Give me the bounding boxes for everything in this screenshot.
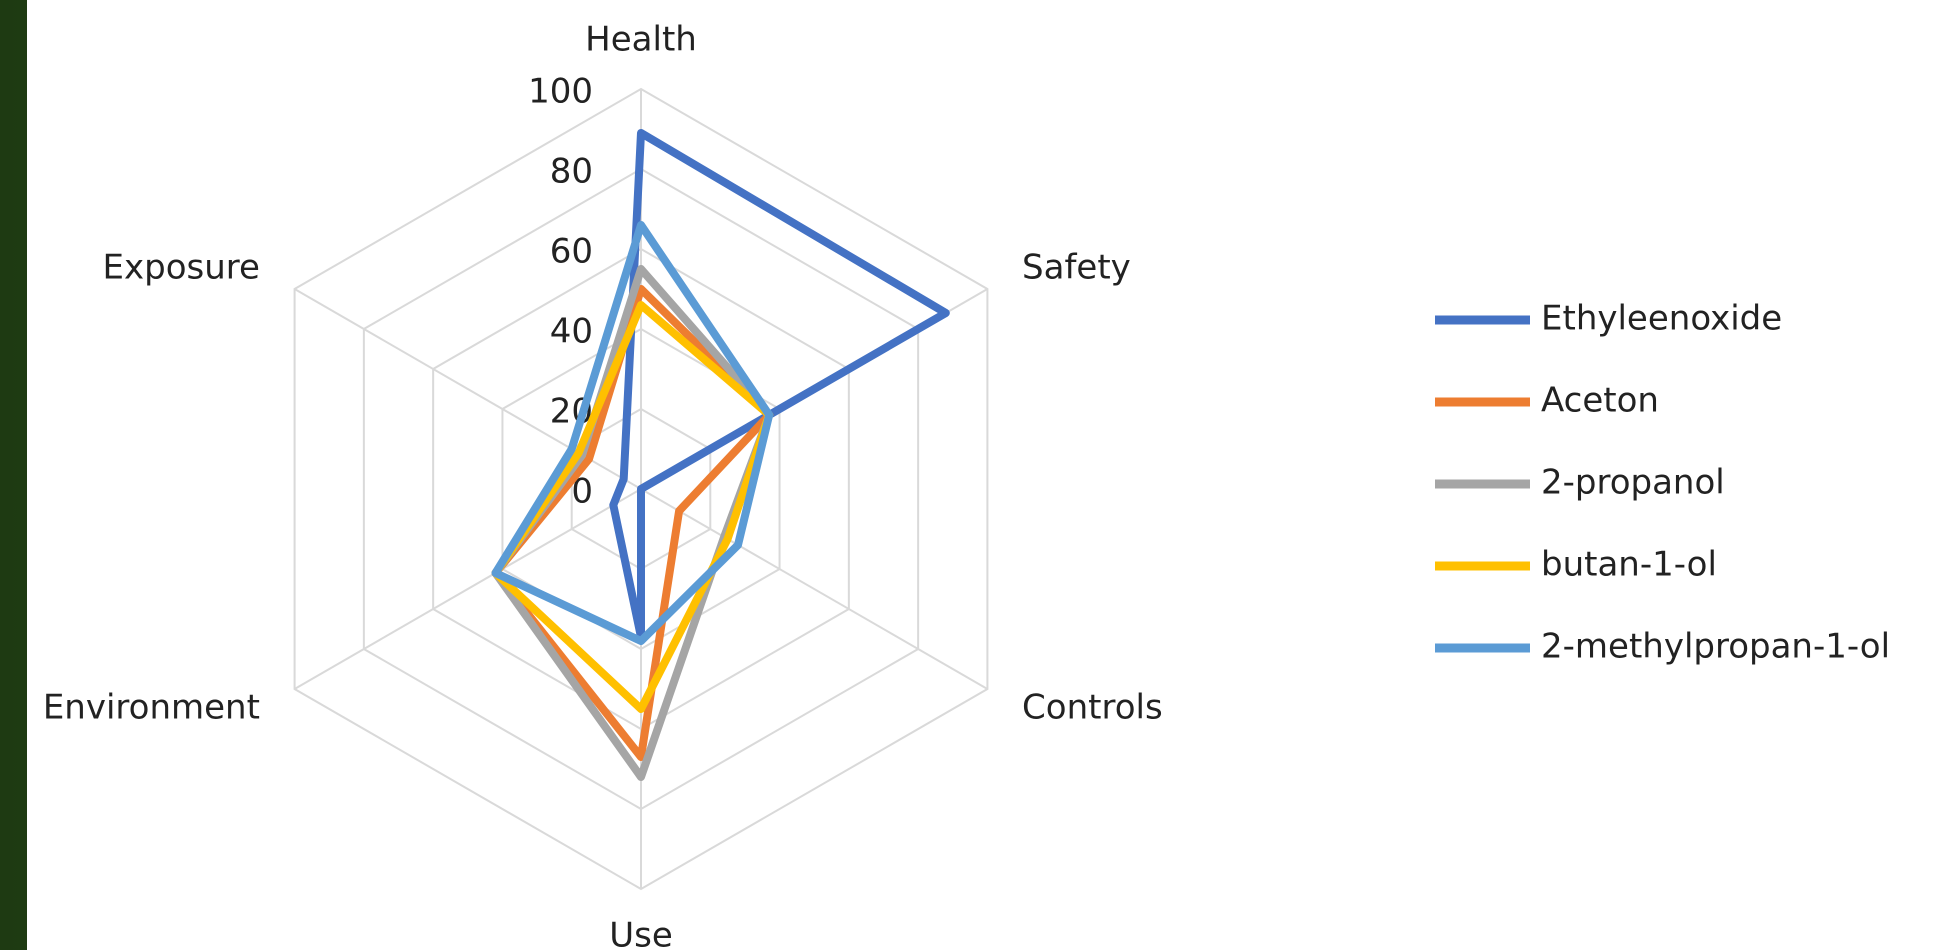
y-tick-label: 60 [550, 232, 593, 272]
legend-label: butan-1-ol [1541, 545, 1717, 585]
legend-label: 2-methylpropan-1-ol [1541, 627, 1890, 667]
legend-label: Aceton [1541, 381, 1659, 421]
category-label: Environment [43, 688, 260, 728]
y-tick-label: 80 [550, 152, 593, 192]
y-tick-label: 100 [528, 72, 593, 112]
y-tick-label: 40 [550, 312, 593, 352]
category-label: Safety [1022, 248, 1131, 288]
legend-label: Ethyleenoxide [1541, 299, 1782, 339]
grid-spoke [294, 488, 642, 690]
category-label: Exposure [103, 248, 260, 288]
legend-label: 2-propanol [1541, 463, 1725, 503]
category-label: Use [609, 916, 673, 950]
category-label: Controls [1022, 688, 1163, 728]
series-line [491, 221, 774, 645]
grid-spoke [640, 488, 988, 690]
chart-panel [27, 0, 1940, 950]
y-tick-label: 0 [571, 472, 593, 512]
category-label: Health [585, 20, 697, 60]
